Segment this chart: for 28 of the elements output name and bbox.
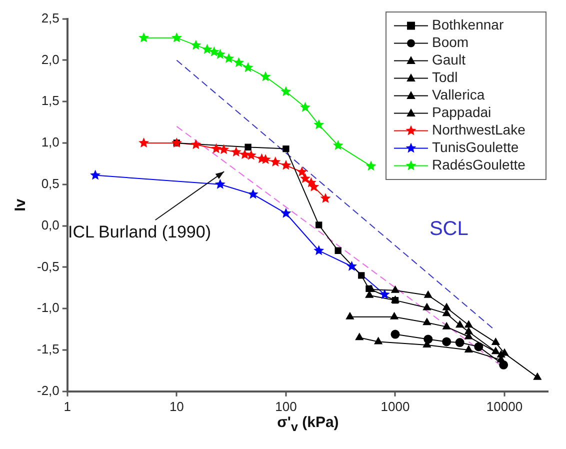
y-tick-label: 2,5 <box>41 10 60 26</box>
x-tick-label: 1 <box>64 398 72 414</box>
y-tick-label: -2,0 <box>36 382 60 398</box>
y-tick-label: 0,5 <box>41 176 60 191</box>
y-tick-label: 0,0 <box>41 217 60 232</box>
x-tick-label: 10000 <box>486 398 523 414</box>
legend-label: Gault <box>432 52 466 68</box>
x-tick-label: 10 <box>169 398 184 414</box>
y-tick-label: -0,5 <box>36 258 60 274</box>
legend-label: Vallerica <box>432 86 485 103</box>
legend-label: RadésGoulette <box>432 156 526 173</box>
y-tick-label: -1,0 <box>36 300 60 316</box>
legend-label: NorthwestLake <box>432 122 526 138</box>
y-tick-label: 2,0 <box>41 52 60 67</box>
y-tick-label: -1,5 <box>36 342 60 357</box>
annotation: ICL Burland (1990) <box>68 222 211 242</box>
legend-label: Pappadai <box>432 104 492 120</box>
x-axis-title: σ'$_{v}$ (kPa) <box>276 414 340 434</box>
legend-label: Todl <box>432 69 458 86</box>
legend-label: Boom <box>432 34 469 50</box>
y-tick-label: 1,0 <box>41 134 60 150</box>
x-tick-label: 1000 <box>380 398 410 414</box>
x-tick-label: 100 <box>275 398 297 414</box>
series-label: SCL <box>429 218 468 240</box>
legend-label: Bothkennar <box>432 16 504 33</box>
legend-label: TunisGoulette <box>432 139 519 156</box>
y-axis-title: Iv <box>12 198 30 212</box>
y-tick-label: 1,5 <box>41 93 60 108</box>
